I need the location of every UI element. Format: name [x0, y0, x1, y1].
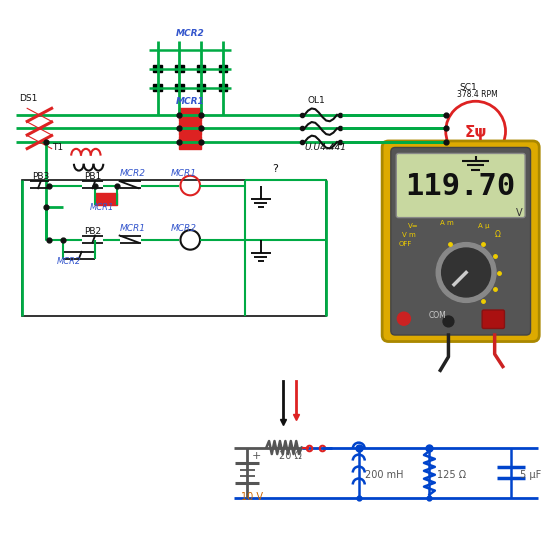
FancyBboxPatch shape — [382, 141, 539, 342]
Bar — [153, 65, 162, 72]
Text: OL1: OL1 — [307, 96, 325, 105]
Text: MCR1: MCR1 — [90, 203, 114, 212]
Text: U.U4.441: U.U4.441 — [305, 143, 347, 152]
Text: PB3: PB3 — [33, 172, 50, 181]
Text: 119.70: 119.70 — [405, 172, 516, 201]
Text: MCR1: MCR1 — [171, 169, 197, 178]
Bar — [179, 136, 201, 149]
Bar — [219, 65, 227, 72]
Text: A μ: A μ — [479, 223, 490, 229]
Text: MCR1: MCR1 — [176, 97, 204, 106]
Circle shape — [443, 316, 454, 327]
Text: 125 Ω: 125 Ω — [437, 470, 466, 480]
Text: V m: V m — [402, 232, 416, 238]
Text: MCR2: MCR2 — [119, 169, 146, 178]
Bar — [175, 65, 184, 72]
Text: Σψ: Σψ — [464, 125, 487, 140]
FancyBboxPatch shape — [482, 310, 505, 329]
Bar — [197, 65, 205, 72]
Circle shape — [397, 312, 410, 325]
FancyBboxPatch shape — [396, 154, 525, 217]
Text: 20 Ω: 20 Ω — [278, 451, 301, 462]
Text: PB2: PB2 — [84, 227, 101, 237]
Text: PB1: PB1 — [84, 172, 101, 181]
Text: 200 mH: 200 mH — [365, 470, 404, 480]
Text: V=: V= — [408, 223, 419, 229]
Text: MCR2: MCR2 — [176, 29, 204, 38]
Bar — [219, 84, 227, 91]
Bar — [95, 192, 117, 204]
Text: V: V — [516, 208, 523, 217]
Bar — [22, 180, 326, 316]
Text: 5 μF: 5 μF — [520, 470, 541, 480]
Bar — [179, 108, 201, 122]
Text: +: + — [252, 451, 261, 461]
Text: OFF: OFF — [398, 241, 412, 247]
Text: COM: COM — [429, 311, 446, 319]
Text: SC1: SC1 — [459, 83, 477, 93]
Text: MCR2: MCR2 — [57, 257, 81, 267]
Text: ?: ? — [272, 164, 277, 174]
Text: 378.4 RPM: 378.4 RPM — [457, 90, 498, 100]
Text: Ω: Ω — [495, 230, 500, 239]
Text: 10 V: 10 V — [241, 492, 263, 502]
Bar — [153, 84, 162, 91]
Bar — [197, 84, 205, 91]
Circle shape — [436, 243, 496, 302]
Bar — [179, 122, 201, 135]
Circle shape — [441, 248, 490, 297]
Bar — [175, 84, 184, 91]
FancyBboxPatch shape — [391, 148, 530, 335]
Text: MCR2: MCR2 — [171, 223, 197, 233]
Text: A m: A m — [440, 220, 454, 226]
Text: MCR1: MCR1 — [119, 223, 146, 233]
Text: DS1: DS1 — [19, 94, 38, 103]
Text: T1: T1 — [52, 143, 63, 152]
